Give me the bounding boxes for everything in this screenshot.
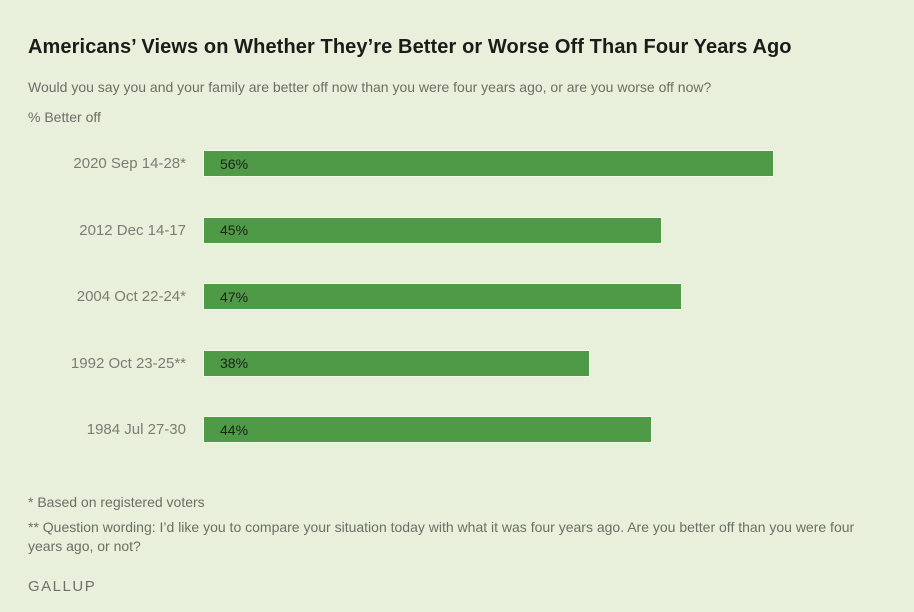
chart-row: 1984 Jul 27-30 44% [28,416,886,443]
bar-value-label: 56% [220,155,249,172]
footnote-registered-voters: * Based on registered voters [28,494,205,510]
bar-value-label: 47% [220,288,249,305]
category-label: 2020 Sep 14-28* [73,155,186,172]
bar-track: 45% [203,216,886,244]
bar-track: 56% [203,150,886,177]
bar-value-label: 45% [220,222,249,238]
bar: 45% [203,216,662,244]
chart-row: 2020 Sep 14-28* 56% [28,150,886,177]
footnote-question-wording: ** Question wording: I’d like you to com… [28,519,855,554]
bar-value-label: 38% [220,355,249,371]
bar-track: 47% [203,283,886,310]
bar-value-label: 44% [220,421,249,438]
category-label: 1992 Oct 23-25** [70,354,186,372]
bar-track: 44% [203,416,886,443]
category-label: 2012 Dec 14-17 [79,221,186,239]
bar-track: 38% [203,349,886,377]
category-label: 2004 Oct 22-24* [76,288,186,305]
gallup-logo: GALLUP [28,578,97,595]
chart-row: 1992 Oct 23-25** 38% [28,349,886,377]
survey-question: Would you say you and your family are be… [28,79,712,95]
bar-chart: 2020 Sep 14-28* 56% 2012 Dec 14-17 45% 2004 … [28,150,886,443]
bar: 56% [203,150,774,177]
chart-row: 2012 Dec 14-17 45% [28,216,886,244]
page-title: Americans’ Views on Whether They’re Bett… [28,36,792,58]
chart-row: 2004 Oct 22-24* 47% [28,283,886,310]
bar: 47% [203,283,683,310]
unit-label: % Better off [28,109,101,125]
bar: 38% [203,349,591,377]
category-label: 1984 Jul 27-30 [86,421,186,438]
bar: 44% [203,416,652,443]
